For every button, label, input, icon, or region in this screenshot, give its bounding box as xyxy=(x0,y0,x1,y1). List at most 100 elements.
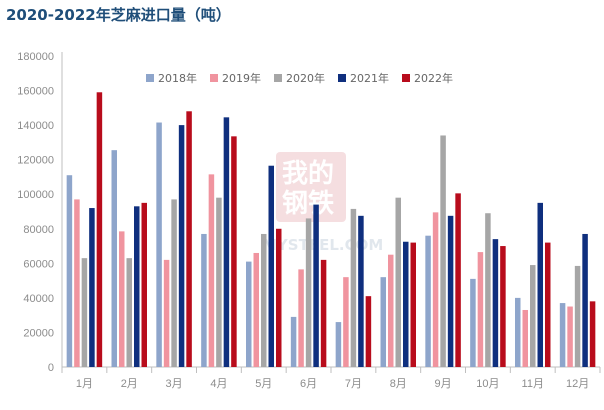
y-tick-label: 120000 xyxy=(17,155,54,167)
bar-4-11 xyxy=(537,202,543,367)
y-tick-label: 140000 xyxy=(17,120,54,132)
bar-5-10 xyxy=(500,246,506,367)
bar-2-1 xyxy=(74,199,80,367)
y-tick-label: 20000 xyxy=(23,327,54,339)
bar-5-11 xyxy=(545,242,551,367)
bar-2-7 xyxy=(343,277,349,367)
bar-5-3 xyxy=(186,111,192,368)
legend-label-1: 2018年 xyxy=(158,71,197,85)
bar-1-2 xyxy=(111,150,117,367)
y-tick-label: 100000 xyxy=(17,189,54,201)
bar-3-10 xyxy=(485,213,491,367)
bar-2-6 xyxy=(298,269,304,367)
chart-bars xyxy=(66,92,596,368)
bar-5-5 xyxy=(276,228,282,367)
y-tick-label: 180000 xyxy=(17,51,54,63)
y-tick-label: 80000 xyxy=(23,224,54,236)
bar-2-11 xyxy=(522,309,528,367)
x-tick-label: 2月 xyxy=(121,378,138,390)
x-tick-label: 3月 xyxy=(166,378,183,390)
chart-axes: 0 20000 40000 60000 80000 100000 120000 140000 1… xyxy=(17,51,601,390)
x-tick-label: 11月 xyxy=(522,378,544,390)
chart-title: 2020-2022年芝麻进口量（吨） xyxy=(6,6,231,24)
legend-label-5: 2022年 xyxy=(414,71,453,85)
bar-2-10 xyxy=(477,252,484,367)
chart-legend: 2018年 2019年 2020年 2021年 2022年 xyxy=(146,71,453,85)
bar-4-3 xyxy=(178,125,185,367)
bar-3-11 xyxy=(530,265,536,367)
bar-5-7 xyxy=(365,296,372,367)
legend-swatch-1 xyxy=(146,74,154,82)
bar-5-4 xyxy=(231,136,237,367)
svg-text:钢铁: 钢铁 xyxy=(282,188,334,219)
x-tick-label: 12月 xyxy=(566,378,589,390)
svg-text:我的: 我的 xyxy=(282,158,334,189)
bar-4-5 xyxy=(268,165,274,367)
bar-4-2 xyxy=(134,206,140,367)
bar-3-1 xyxy=(81,258,88,367)
bar-3-3 xyxy=(171,199,177,367)
bar-2-9 xyxy=(432,212,439,367)
x-tick-label: 4月 xyxy=(210,378,227,390)
bar-4-4 xyxy=(223,117,230,367)
legend-swatch-3 xyxy=(274,74,282,82)
bar-2-4 xyxy=(208,174,215,367)
legend-swatch-2 xyxy=(210,74,218,82)
x-tick-label: 7月 xyxy=(345,378,362,390)
bar-5-12 xyxy=(589,301,596,367)
bar-2-5 xyxy=(253,252,259,367)
bar-1-12 xyxy=(559,303,566,367)
legend-label-4: 2021年 xyxy=(350,71,389,85)
x-tick-label: 5月 xyxy=(255,378,272,390)
bar-3-12 xyxy=(574,265,581,367)
bar-3-9 xyxy=(440,135,446,367)
legend-swatch-5 xyxy=(402,74,410,82)
legend-label-2: 2019年 xyxy=(222,71,261,85)
bar-3-8 xyxy=(395,197,401,367)
y-tick-label: 40000 xyxy=(23,293,54,305)
bar-1-9 xyxy=(425,235,431,367)
bar-3-4 xyxy=(216,197,222,367)
bar-3-7 xyxy=(350,208,357,367)
y-tick-label: 160000 xyxy=(17,86,54,98)
bar-2-12 xyxy=(567,306,573,367)
bar-4-1 xyxy=(89,208,95,367)
x-tick-label: 10月 xyxy=(476,378,499,390)
y-tick-label: 60000 xyxy=(23,258,54,270)
bar-1-4 xyxy=(201,233,207,367)
bar-4-6 xyxy=(313,204,319,367)
bar-3-2 xyxy=(126,258,132,367)
legend-label-3: 2020年 xyxy=(286,71,325,85)
x-tick-label: 9月 xyxy=(435,378,452,390)
bar-3-6 xyxy=(305,218,312,367)
bar-1-3 xyxy=(156,122,162,368)
y-tick-label: 0 xyxy=(48,362,54,374)
bar-4-9 xyxy=(447,215,454,367)
bar-1-8 xyxy=(380,277,386,367)
bar-1-5 xyxy=(246,261,252,367)
legend-swatch-4 xyxy=(338,74,346,82)
bar-1-11 xyxy=(515,297,521,367)
bar-5-1 xyxy=(96,92,103,368)
bar-5-6 xyxy=(320,259,327,367)
bar-5-8 xyxy=(410,242,416,367)
bar-2-3 xyxy=(163,259,170,367)
x-tick-label: 6月 xyxy=(300,378,317,390)
bar-4-8 xyxy=(403,241,409,367)
bar-1-7 xyxy=(335,322,342,367)
bar-1-10 xyxy=(470,278,476,367)
bar-5-2 xyxy=(141,202,147,367)
bar-3-5 xyxy=(261,233,267,367)
bar-1-6 xyxy=(290,316,297,367)
x-tick-label: 1月 xyxy=(76,378,93,390)
bar-5-9 xyxy=(455,193,461,367)
bar-4-10 xyxy=(492,239,499,367)
x-tick-label: 8月 xyxy=(390,378,407,390)
bar-1-1 xyxy=(66,175,73,367)
bar-2-8 xyxy=(388,254,394,367)
bar-2-2 xyxy=(119,231,125,367)
bar-4-12 xyxy=(582,233,588,367)
bar-4-7 xyxy=(358,215,364,367)
